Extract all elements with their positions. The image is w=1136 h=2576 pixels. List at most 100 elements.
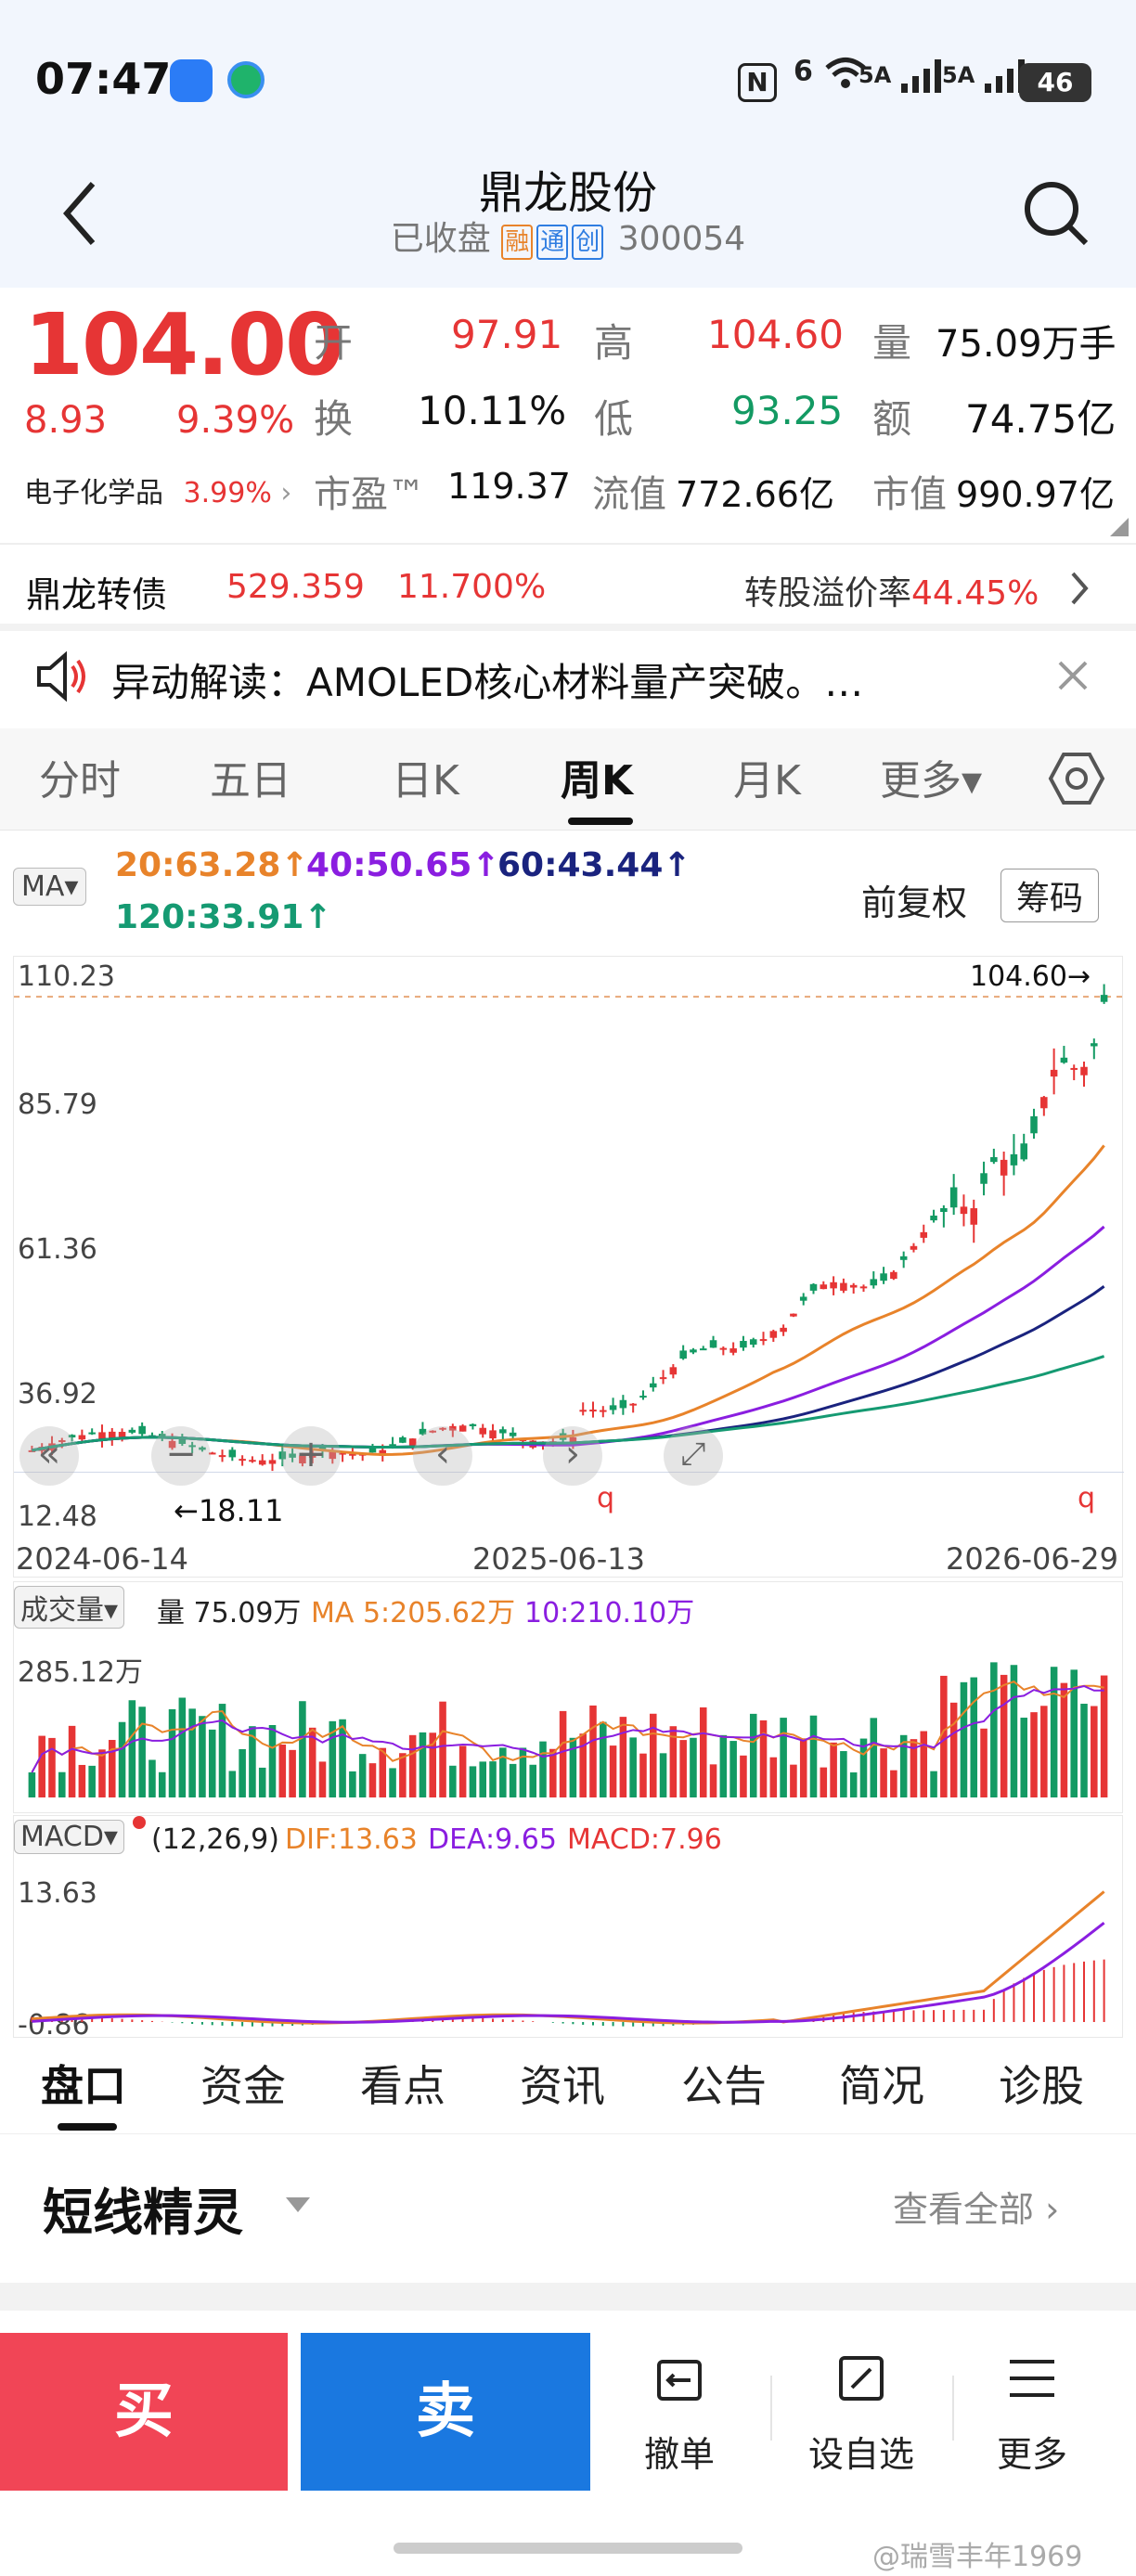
zoom-out-button[interactable]: −	[151, 1426, 211, 1486]
kline-svg	[14, 984, 1124, 1473]
candle-body	[489, 1430, 497, 1439]
candle-body	[830, 1282, 837, 1289]
candle-body	[308, 1452, 316, 1458]
volume-bar	[859, 1738, 868, 1797]
sector-link[interactable]: 电子化学品 3.99% ›	[24, 470, 291, 510]
tab-daily-k[interactable]: 日K	[392, 757, 459, 805]
amount-label: 额	[872, 396, 912, 442]
signal-icon-2: 5A	[942, 58, 1027, 95]
tab-intraday[interactable]: 分时	[39, 757, 121, 805]
adjust-selector[interactable]: 前复权	[861, 882, 968, 923]
wifi-badge: 6	[794, 55, 813, 88]
volume-panel[interactable]: 成交量▾ 量 75.09万 MA 5:205.62万 10:210.10万 28…	[13, 1581, 1123, 1813]
y-label-bottom: 12.48	[18, 1501, 97, 1533]
candle-body	[318, 1446, 327, 1450]
candle-body	[970, 1208, 978, 1225]
tab-profile[interactable]: 简况	[839, 2061, 924, 2111]
zoom-in-button[interactable]: +	[281, 1426, 341, 1486]
volume-bar	[499, 1747, 507, 1797]
candle-body	[1020, 1143, 1028, 1160]
event-marker-1[interactable]: q	[597, 1482, 615, 1514]
ma-selector[interactable]: MA▾	[13, 868, 87, 906]
market-status: 已收盘	[390, 220, 491, 258]
volume-bar	[529, 1764, 536, 1797]
news-banner[interactable]: 异动解读：AMOLED核心材料量产突破。…	[0, 631, 1136, 724]
tab-more[interactable]: 更多▾	[880, 757, 983, 805]
volume-bar	[990, 1662, 998, 1797]
more-button[interactable]: 更多	[976, 2352, 1088, 2477]
close-icon[interactable]	[1056, 659, 1090, 692]
market-cap-label: 市值	[872, 473, 947, 516]
sell-button[interactable]: 卖	[301, 2333, 590, 2491]
buy-button[interactable]: 买	[0, 2333, 288, 2491]
volume-bar	[609, 1745, 617, 1797]
candle-body	[188, 1445, 196, 1448]
volume-bar	[78, 1764, 86, 1797]
scroll-left-fast-button[interactable]: «	[19, 1426, 79, 1486]
volume-bar	[118, 1721, 126, 1797]
open-value: 97.91	[451, 312, 563, 357]
volume-bar	[970, 1677, 978, 1797]
volume-bar	[368, 1763, 377, 1797]
tab-news[interactable]: 资讯	[520, 2061, 605, 2111]
battery-icon: 46	[1019, 63, 1091, 102]
candle-body	[859, 1286, 868, 1289]
candle-body	[749, 1339, 757, 1346]
volume-bar	[639, 1753, 647, 1797]
caret-down-icon[interactable]	[284, 2196, 312, 2214]
volume-bar	[820, 1767, 828, 1797]
volume-bar	[669, 1726, 678, 1797]
candle-body	[68, 1435, 76, 1438]
kline-chart[interactable]: 110.23 85.79 61.36 36.92 12.48 104.60→ ←…	[13, 956, 1124, 1578]
signal-label-2: 5A	[942, 62, 975, 88]
volume-bar	[128, 1700, 136, 1797]
event-marker-2[interactable]: q	[1078, 1482, 1096, 1514]
volume-bar	[349, 1771, 356, 1797]
max-price-label: 104.60→	[970, 960, 1091, 993]
menu-icon	[1010, 2360, 1054, 2397]
macd-dea: DEA:9.65	[428, 1823, 557, 1856]
cancel-order-button[interactable]: 撤单	[624, 2352, 735, 2477]
tab-highlights[interactable]: 看点	[360, 2061, 445, 2111]
macd-selector[interactable]: MACD▾	[14, 1820, 124, 1854]
tab-order-book[interactable]: 盘口	[41, 2061, 126, 2111]
back-arrow-icon[interactable]	[56, 176, 102, 251]
price-change-pct: 9.39%	[176, 399, 295, 442]
expand-corner-icon[interactable]	[1110, 518, 1129, 536]
candle-body	[439, 1427, 446, 1430]
tab-weekly-k[interactable]: 周K	[561, 757, 634, 805]
volume-selector[interactable]: 成交量▾	[14, 1586, 125, 1629]
settings-hex-icon[interactable]	[1047, 749, 1106, 808]
tab-diagnosis[interactable]: 诊股	[999, 2061, 1084, 2111]
candle-body	[249, 1460, 256, 1462]
candle-body	[780, 1327, 787, 1333]
volume-bar	[729, 1741, 737, 1797]
stock-subtitle: 已收盘 融通创 300054	[0, 212, 1136, 260]
candle-body	[399, 1436, 407, 1443]
convertible-bond-row[interactable]: 鼎龙转债 529.359 11.700% 转股溢价率44.45%	[0, 547, 1136, 622]
macd-panel[interactable]: MACD▾ (12,26,9) DIF:13.63 DEA:9.65 MACD:…	[13, 1815, 1123, 2041]
volume-svg	[28, 1662, 1108, 1797]
volume-bar	[58, 1771, 66, 1797]
volume-bar	[208, 1729, 216, 1797]
scroll-right-button[interactable]: ›	[543, 1426, 602, 1486]
volume-bar	[419, 1732, 427, 1797]
scroll-left-button[interactable]: ‹	[413, 1426, 472, 1486]
tab-monthly-k[interactable]: 月K	[733, 757, 801, 805]
market-cap-value: 990.97亿	[956, 474, 1115, 515]
chips-button[interactable]: 筹码	[1000, 869, 1100, 922]
tab-funds[interactable]: 资金	[200, 2061, 286, 2111]
volume-bar	[479, 1761, 487, 1797]
tab-announcements[interactable]: 公告	[681, 2061, 767, 2111]
search-icon[interactable]	[1021, 178, 1091, 249]
fullscreen-button[interactable]: ⤢	[664, 1426, 723, 1486]
tab-five-day[interactable]: 五日	[210, 757, 291, 805]
candle-body	[268, 1460, 277, 1464]
candle-body	[629, 1403, 637, 1406]
volume-bar	[158, 1771, 166, 1797]
add-watchlist-button[interactable]: 设自选	[806, 2352, 917, 2477]
stock-name: 鼎龙股份	[478, 167, 657, 219]
spirit-title[interactable]: 短线精灵	[43, 2183, 243, 2242]
view-all-link[interactable]: 查看全部 ›	[893, 2181, 1059, 2232]
divider	[770, 2376, 772, 2441]
